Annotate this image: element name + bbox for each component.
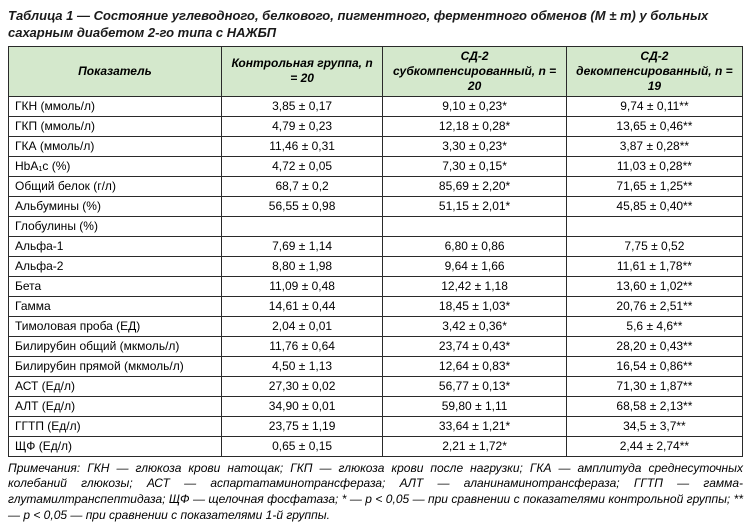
table-row: Гамма14,61 ± 0,4418,45 ± 1,03*20,76 ± 2,… <box>9 296 743 316</box>
row-label: Гамма <box>9 296 222 316</box>
cell-value: 11,61 ± 1,78** <box>566 256 742 276</box>
cell-value: 85,69 ± 2,20* <box>383 176 567 196</box>
cell-value: 27,30 ± 0,02 <box>221 376 382 396</box>
cell-value: 7,75 ± 0,52 <box>566 236 742 256</box>
row-label: ГГТП (Ед/л) <box>9 416 222 436</box>
row-label: АСТ (Ед/л) <box>9 376 222 396</box>
row-label: Бета <box>9 276 222 296</box>
cell-value: 71,30 ± 1,87** <box>566 376 742 396</box>
cell-value: 13,65 ± 0,46** <box>566 116 742 136</box>
cell-value: 16,54 ± 0,86** <box>566 356 742 376</box>
cell-value: 68,58 ± 2,13** <box>566 396 742 416</box>
cell-value: 59,80 ± 1,11 <box>383 396 567 416</box>
cell-value: 12,18 ± 0,28* <box>383 116 567 136</box>
cell-value: 11,46 ± 0,31 <box>221 136 382 156</box>
table-row: Альфа-17,69 ± 1,146,80 ± 0,867,75 ± 0,52 <box>9 236 743 256</box>
cell-value <box>383 216 567 236</box>
cell-value: 9,74 ± 0,11** <box>566 96 742 116</box>
cell-value: 56,77 ± 0,13* <box>383 376 567 396</box>
cell-value: 34,5 ± 3,7** <box>566 416 742 436</box>
cell-value: 33,64 ± 1,21* <box>383 416 567 436</box>
cell-value: 9,64 ± 1,66 <box>383 256 567 276</box>
table-row: Альбумины (%)56,55 ± 0,9851,15 ± 2,01*45… <box>9 196 743 216</box>
cell-value <box>566 216 742 236</box>
cell-value: 23,74 ± 0,43* <box>383 336 567 356</box>
table-row: ЩФ (Ед/л)0,65 ± 0,152,21 ± 1,72*2,44 ± 2… <box>9 436 743 456</box>
table-row: Общий белок (г/л)68,7 ± 0,285,69 ± 2,20*… <box>9 176 743 196</box>
cell-value: 11,76 ± 0,64 <box>221 336 382 356</box>
cell-value: 56,55 ± 0,98 <box>221 196 382 216</box>
header-row: Показатель Контрольная группа, n = 20 СД… <box>9 46 743 96</box>
cell-value: 3,85 ± 0,17 <box>221 96 382 116</box>
col-header-sd2-sub: СД-2 субкомпенсированный, n = 20 <box>383 46 567 96</box>
table-row: Альфа-28,80 ± 1,989,64 ± 1,6611,61 ± 1,7… <box>9 256 743 276</box>
row-label: Альфа-2 <box>9 256 222 276</box>
row-label: Билирубин прямой (мкмоль/л) <box>9 356 222 376</box>
cell-value: 4,79 ± 0,23 <box>221 116 382 136</box>
cell-value: 3,30 ± 0,23* <box>383 136 567 156</box>
cell-value: 11,03 ± 0,28** <box>566 156 742 176</box>
cell-value <box>221 216 382 236</box>
cell-value: 68,7 ± 0,2 <box>221 176 382 196</box>
row-label: ГКН (ммоль/л) <box>9 96 222 116</box>
table-row: АСТ (Ед/л)27,30 ± 0,0256,77 ± 0,13*71,30… <box>9 376 743 396</box>
table-row: Бета11,09 ± 0,4812,42 ± 1,1813,60 ± 1,02… <box>9 276 743 296</box>
table-row: ГКА (ммоль/л)11,46 ± 0,313,30 ± 0,23*3,8… <box>9 136 743 156</box>
cell-value: 34,90 ± 0,01 <box>221 396 382 416</box>
cell-value: 0,65 ± 0,15 <box>221 436 382 456</box>
col-header-indicator: Показатель <box>9 46 222 96</box>
table-row: Тимоловая проба (ЕД)2,04 ± 0,013,42 ± 0,… <box>9 316 743 336</box>
cell-value: 18,45 ± 1,03* <box>383 296 567 316</box>
row-label: Альбумины (%) <box>9 196 222 216</box>
cell-value: 45,85 ± 0,40** <box>566 196 742 216</box>
cell-value: 7,69 ± 1,14 <box>221 236 382 256</box>
cell-value: 2,04 ± 0,01 <box>221 316 382 336</box>
cell-value: 20,76 ± 2,51** <box>566 296 742 316</box>
table-row: Билирубин прямой (мкмоль/л)4,50 ± 1,1312… <box>9 356 743 376</box>
cell-value: 2,44 ± 2,74** <box>566 436 742 456</box>
table-row: ГГТП (Ед/л)23,75 ± 1,1933,64 ± 1,21*34,5… <box>9 416 743 436</box>
cell-value: 71,65 ± 1,25** <box>566 176 742 196</box>
row-label: ЩФ (Ед/л) <box>9 436 222 456</box>
cell-value: 4,72 ± 0,05 <box>221 156 382 176</box>
table-caption: Таблица 1 — Состояние углеводного, белко… <box>8 8 743 42</box>
table-row: Билирубин общий (мкмоль/л)11,76 ± 0,6423… <box>9 336 743 356</box>
data-table: Показатель Контрольная группа, n = 20 СД… <box>8 46 743 457</box>
table-row: АЛТ (Ед/л)34,90 ± 0,0159,80 ± 1,1168,58 … <box>9 396 743 416</box>
cell-value: 5,6 ± 4,6** <box>566 316 742 336</box>
table-row: Глобулины (%) <box>9 216 743 236</box>
cell-value: 4,50 ± 1,13 <box>221 356 382 376</box>
cell-value: 7,30 ± 0,15* <box>383 156 567 176</box>
col-header-control: Контрольная группа, n = 20 <box>221 46 382 96</box>
row-label: ГКП (ммоль/л) <box>9 116 222 136</box>
cell-value: 6,80 ± 0,86 <box>383 236 567 256</box>
row-label: АЛТ (Ед/л) <box>9 396 222 416</box>
row-label: Общий белок (г/л) <box>9 176 222 196</box>
row-label: Альфа-1 <box>9 236 222 256</box>
row-label: Глобулины (%) <box>9 216 222 236</box>
col-header-sd2-decomp: СД-2 декомпенсированный, n = 19 <box>566 46 742 96</box>
cell-value: 14,61 ± 0,44 <box>221 296 382 316</box>
table-row: ГКП (ммоль/л)4,79 ± 0,2312,18 ± 0,28*13,… <box>9 116 743 136</box>
cell-value: 23,75 ± 1,19 <box>221 416 382 436</box>
table-row: HbA₁c (%)4,72 ± 0,057,30 ± 0,15*11,03 ± … <box>9 156 743 176</box>
cell-value: 51,15 ± 2,01* <box>383 196 567 216</box>
cell-value: 28,20 ± 0,43** <box>566 336 742 356</box>
cell-value: 11,09 ± 0,48 <box>221 276 382 296</box>
row-label: Тимоловая проба (ЕД) <box>9 316 222 336</box>
cell-value: 12,42 ± 1,18 <box>383 276 567 296</box>
cell-value: 9,10 ± 0,23* <box>383 96 567 116</box>
row-label: Билирубин общий (мкмоль/л) <box>9 336 222 356</box>
cell-value: 2,21 ± 1,72* <box>383 436 567 456</box>
cell-value: 13,60 ± 1,02** <box>566 276 742 296</box>
table-notes: Примечания: ГКН — глюкоза крови натощак;… <box>8 461 743 523</box>
cell-value: 3,42 ± 0,36* <box>383 316 567 336</box>
row-label: HbA₁c (%) <box>9 156 222 176</box>
table-row: ГКН (ммоль/л)3,85 ± 0,179,10 ± 0,23*9,74… <box>9 96 743 116</box>
cell-value: 8,80 ± 1,98 <box>221 256 382 276</box>
row-label: ГКА (ммоль/л) <box>9 136 222 156</box>
cell-value: 12,64 ± 0,83* <box>383 356 567 376</box>
cell-value: 3,87 ± 0,28** <box>566 136 742 156</box>
